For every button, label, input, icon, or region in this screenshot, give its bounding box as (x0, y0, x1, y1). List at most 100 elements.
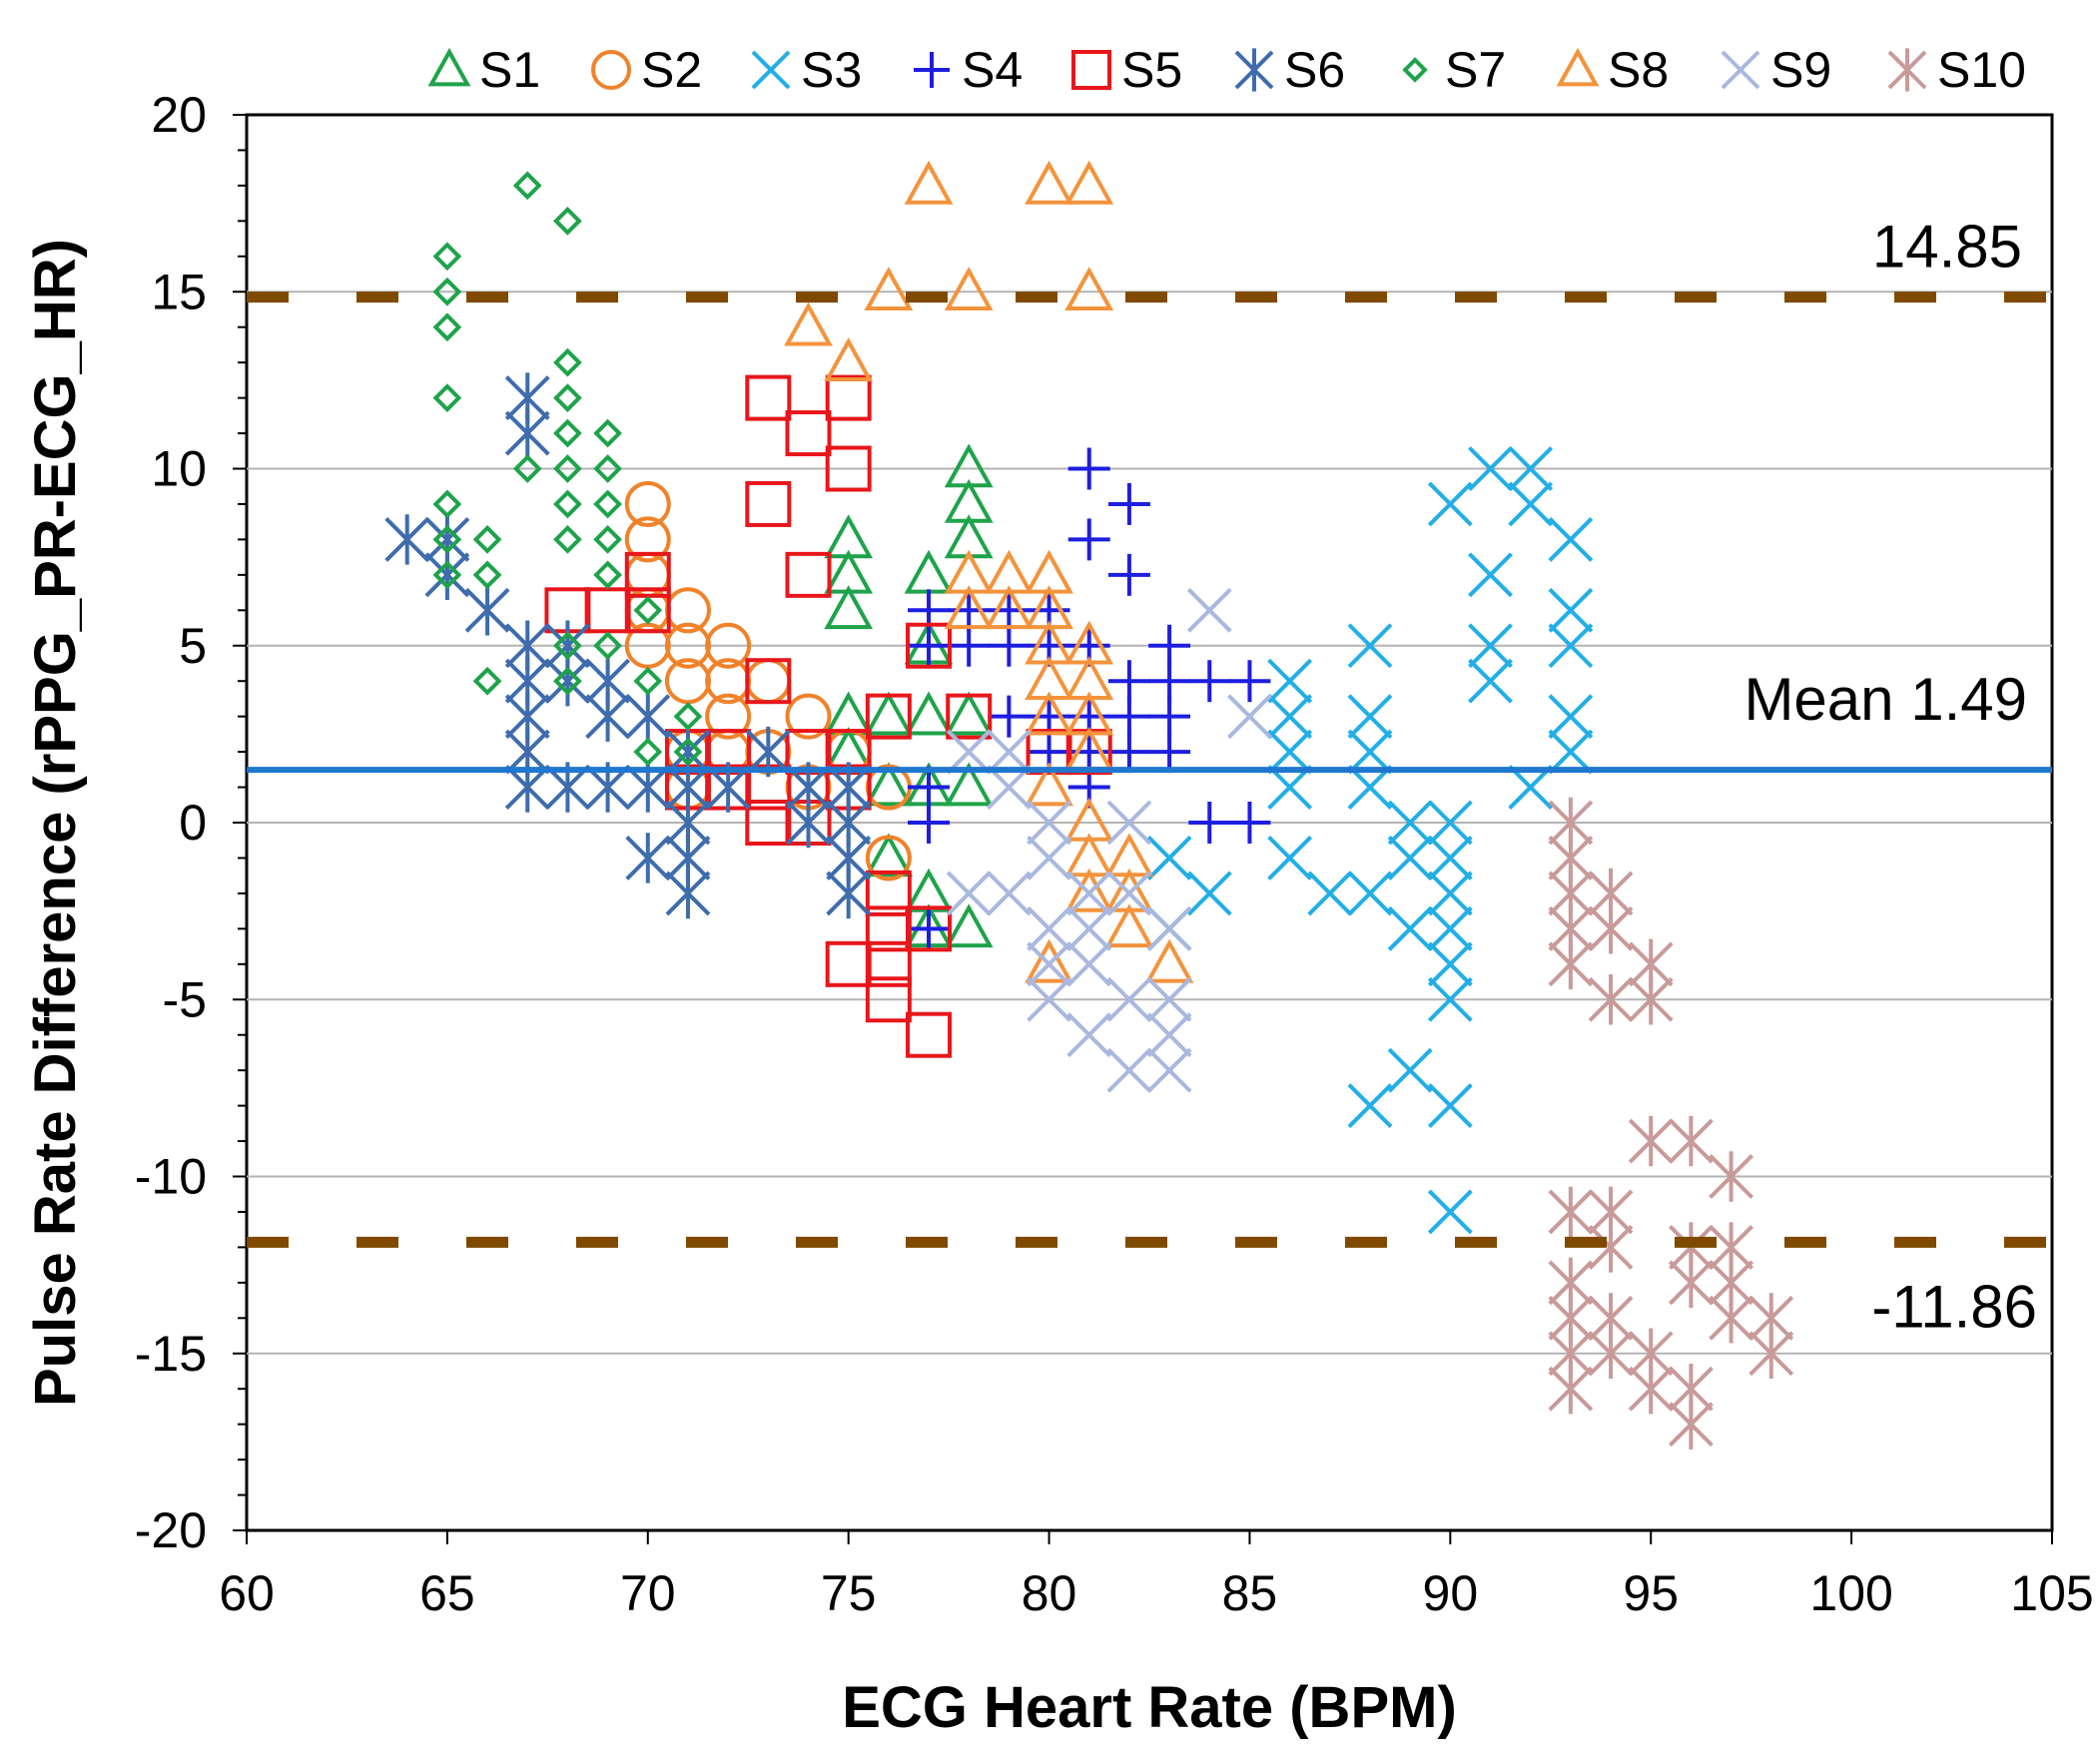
data-point (472, 666, 502, 696)
data-point (1628, 974, 1674, 1025)
data-point (553, 631, 582, 661)
data-point (424, 549, 470, 601)
data-point (553, 666, 582, 696)
data-point (1347, 1083, 1393, 1129)
series-s8 (784, 160, 1194, 983)
data-point (1709, 1151, 1753, 1202)
data-point (625, 833, 671, 883)
mean-label: Mean 1.49 (1744, 666, 2027, 733)
data-point (825, 445, 872, 492)
data-point (1107, 660, 1150, 703)
y-axis-title: Pulse Rate Difference (rPPG_PR-ECG_HR) (23, 239, 88, 1407)
data-point (1508, 446, 1554, 491)
data-point (1067, 518, 1110, 561)
data-point (1146, 1012, 1192, 1058)
data-point (906, 905, 953, 952)
data-point (1267, 765, 1313, 810)
data-point (1668, 1115, 1714, 1167)
data-point (1146, 1047, 1192, 1093)
x-axis-title: ECG Heart Rate (BPM) (842, 1675, 1457, 1740)
data-point (1468, 446, 1513, 491)
data-point (1548, 623, 1594, 669)
data-point (624, 551, 671, 598)
data-point (1146, 836, 1192, 881)
data-point (984, 585, 1034, 630)
data-point (1427, 1189, 1473, 1235)
data-point (784, 301, 833, 346)
data-point (864, 762, 914, 807)
x-tick-label: 65 (419, 1565, 475, 1621)
data-point (553, 206, 582, 236)
data-point (904, 160, 954, 205)
data-point (1148, 660, 1191, 703)
data-point (988, 589, 1031, 632)
data-point (745, 480, 792, 527)
data-point (824, 585, 874, 630)
data-point (786, 797, 831, 849)
y-tick-label: -15 (135, 1326, 207, 1382)
data-point (986, 871, 1032, 916)
data-point (946, 693, 993, 740)
data-point (545, 656, 590, 707)
data-point (1186, 871, 1232, 916)
data-point (553, 383, 582, 412)
data-point (865, 870, 912, 916)
data-point (1427, 836, 1473, 881)
data-point (432, 312, 462, 342)
data-point (591, 50, 631, 90)
data-point (1347, 623, 1393, 669)
upper-limit-label: 14.85 (1872, 214, 2022, 281)
data-point (1146, 905, 1192, 951)
x-tick-label: 60 (219, 1565, 275, 1621)
data-point (1548, 516, 1594, 562)
data-point (1228, 660, 1271, 703)
data-point (512, 171, 542, 201)
data-point (553, 454, 582, 483)
data-point (1106, 1047, 1152, 1093)
data-point (1427, 941, 1473, 987)
data-point (908, 624, 951, 667)
data-point (946, 729, 992, 775)
data-point (745, 374, 792, 421)
data-point (1064, 160, 1114, 205)
data-point (1588, 974, 1634, 1025)
data-point (1468, 552, 1513, 598)
data-point (908, 802, 951, 844)
data-point (906, 1011, 953, 1058)
data-point (593, 418, 622, 448)
data-point (1267, 729, 1313, 775)
data-point (432, 560, 462, 590)
data-point (1347, 765, 1393, 810)
series-s9 (946, 587, 1272, 1093)
data-point (593, 560, 622, 590)
data-point (1387, 905, 1433, 951)
data-point (1387, 800, 1433, 846)
data-point (673, 737, 703, 767)
data-point (826, 868, 872, 919)
data-point (1628, 1364, 1674, 1415)
x-tick-label: 70 (620, 1565, 676, 1621)
legend-item-s2: S2 (591, 42, 702, 98)
data-point (432, 383, 462, 412)
data-point (948, 624, 991, 667)
data-point (464, 585, 510, 636)
data-point (1548, 694, 1594, 740)
data-point (1307, 871, 1353, 916)
data-point (1228, 802, 1271, 844)
data-point (1387, 836, 1433, 881)
data-point (865, 693, 912, 740)
data-point (1887, 48, 1927, 92)
legend: S1 S2 S3 S4 S5 S6 S7 S8 S9 S10 (427, 42, 2026, 98)
legend-item-s4: S4 (914, 42, 1023, 98)
data-point (432, 277, 462, 306)
legend-label: S9 (1770, 42, 1831, 98)
data-point (1188, 802, 1231, 844)
legend-label: S3 (801, 42, 862, 98)
data-point (1387, 1047, 1433, 1093)
data-point (1267, 658, 1313, 704)
data-point (1468, 658, 1513, 704)
data-point (986, 765, 1032, 810)
x-tick-label: 90 (1423, 1565, 1479, 1621)
y-tick-label: 0 (179, 795, 207, 851)
data-point (1234, 48, 1274, 92)
